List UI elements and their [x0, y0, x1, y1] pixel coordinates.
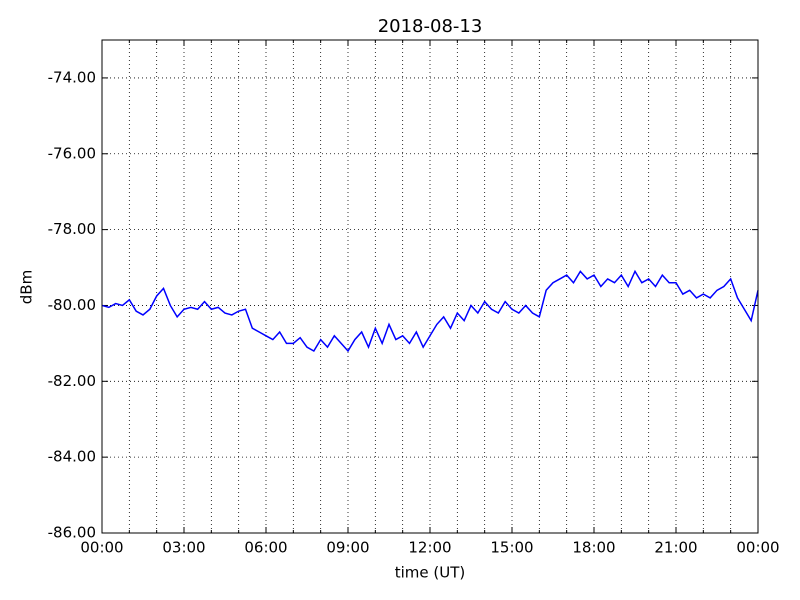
- x-tick-label: 00:00: [80, 539, 123, 557]
- x-tick-label: 15:00: [490, 539, 533, 557]
- x-tick-label: 18:00: [572, 539, 615, 557]
- x-tick-label: 00:00: [736, 539, 779, 557]
- x-tick-label: 03:00: [162, 539, 205, 557]
- y-tick-label: -80.00: [48, 296, 96, 314]
- y-axis-label: dBm: [18, 270, 36, 304]
- y-tick-label: -76.00: [48, 144, 96, 162]
- plot-frame: [101, 39, 759, 534]
- x-tick-label: 21:00: [654, 539, 697, 557]
- x-tick-label: 06:00: [244, 539, 287, 557]
- x-tick-label: 12:00: [408, 539, 451, 557]
- y-tick-label: -82.00: [48, 372, 96, 390]
- y-tick-label: -78.00: [48, 220, 96, 238]
- y-tick-label: -74.00: [48, 68, 96, 86]
- chart-title: 2018-08-13: [378, 16, 483, 37]
- y-tick-label: -86.00: [48, 524, 96, 542]
- x-axis-label: time (UT): [395, 564, 466, 582]
- x-tick-label: 09:00: [326, 539, 369, 557]
- data-line: [101, 269, 759, 353]
- y-tick-label: -84.00: [48, 448, 96, 466]
